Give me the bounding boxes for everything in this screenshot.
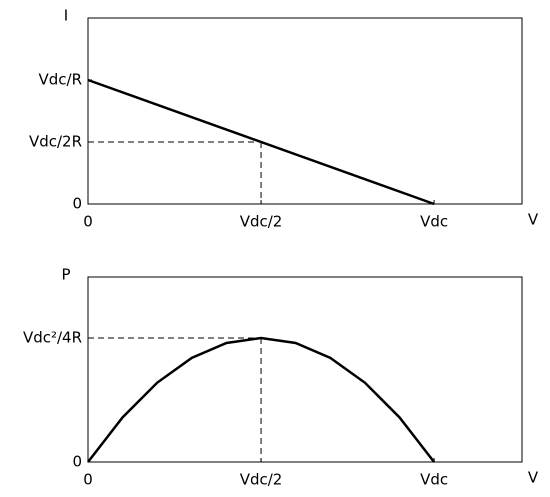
- curve: [87, 336, 436, 463]
- x-tick-label: Vdc: [420, 471, 448, 489]
- y-tick-label: Vdc²/4R: [23, 329, 82, 347]
- x-axis-label: V: [528, 211, 539, 229]
- y-tick-label: Vdc/2R: [29, 133, 82, 151]
- y-tick-label: 0: [72, 195, 82, 213]
- plot-frame: [87, 17, 523, 205]
- curve: [87, 78, 435, 206]
- x-tick-label: Vdc/2: [240, 213, 283, 231]
- y-axis-label: P: [61, 266, 70, 284]
- x-tick-label: 0: [83, 471, 93, 489]
- x-axis-label: V: [528, 469, 539, 487]
- x-tick-label: Vdc: [420, 213, 448, 231]
- x-tick-label: 0: [83, 213, 93, 231]
- x-tick-label: Vdc/2: [240, 471, 283, 489]
- y-axis-label: I: [64, 7, 68, 25]
- plot-frame: [87, 276, 523, 463]
- y-tick-label: Vdc/R: [38, 71, 82, 89]
- y-tick-label: 0: [72, 453, 82, 471]
